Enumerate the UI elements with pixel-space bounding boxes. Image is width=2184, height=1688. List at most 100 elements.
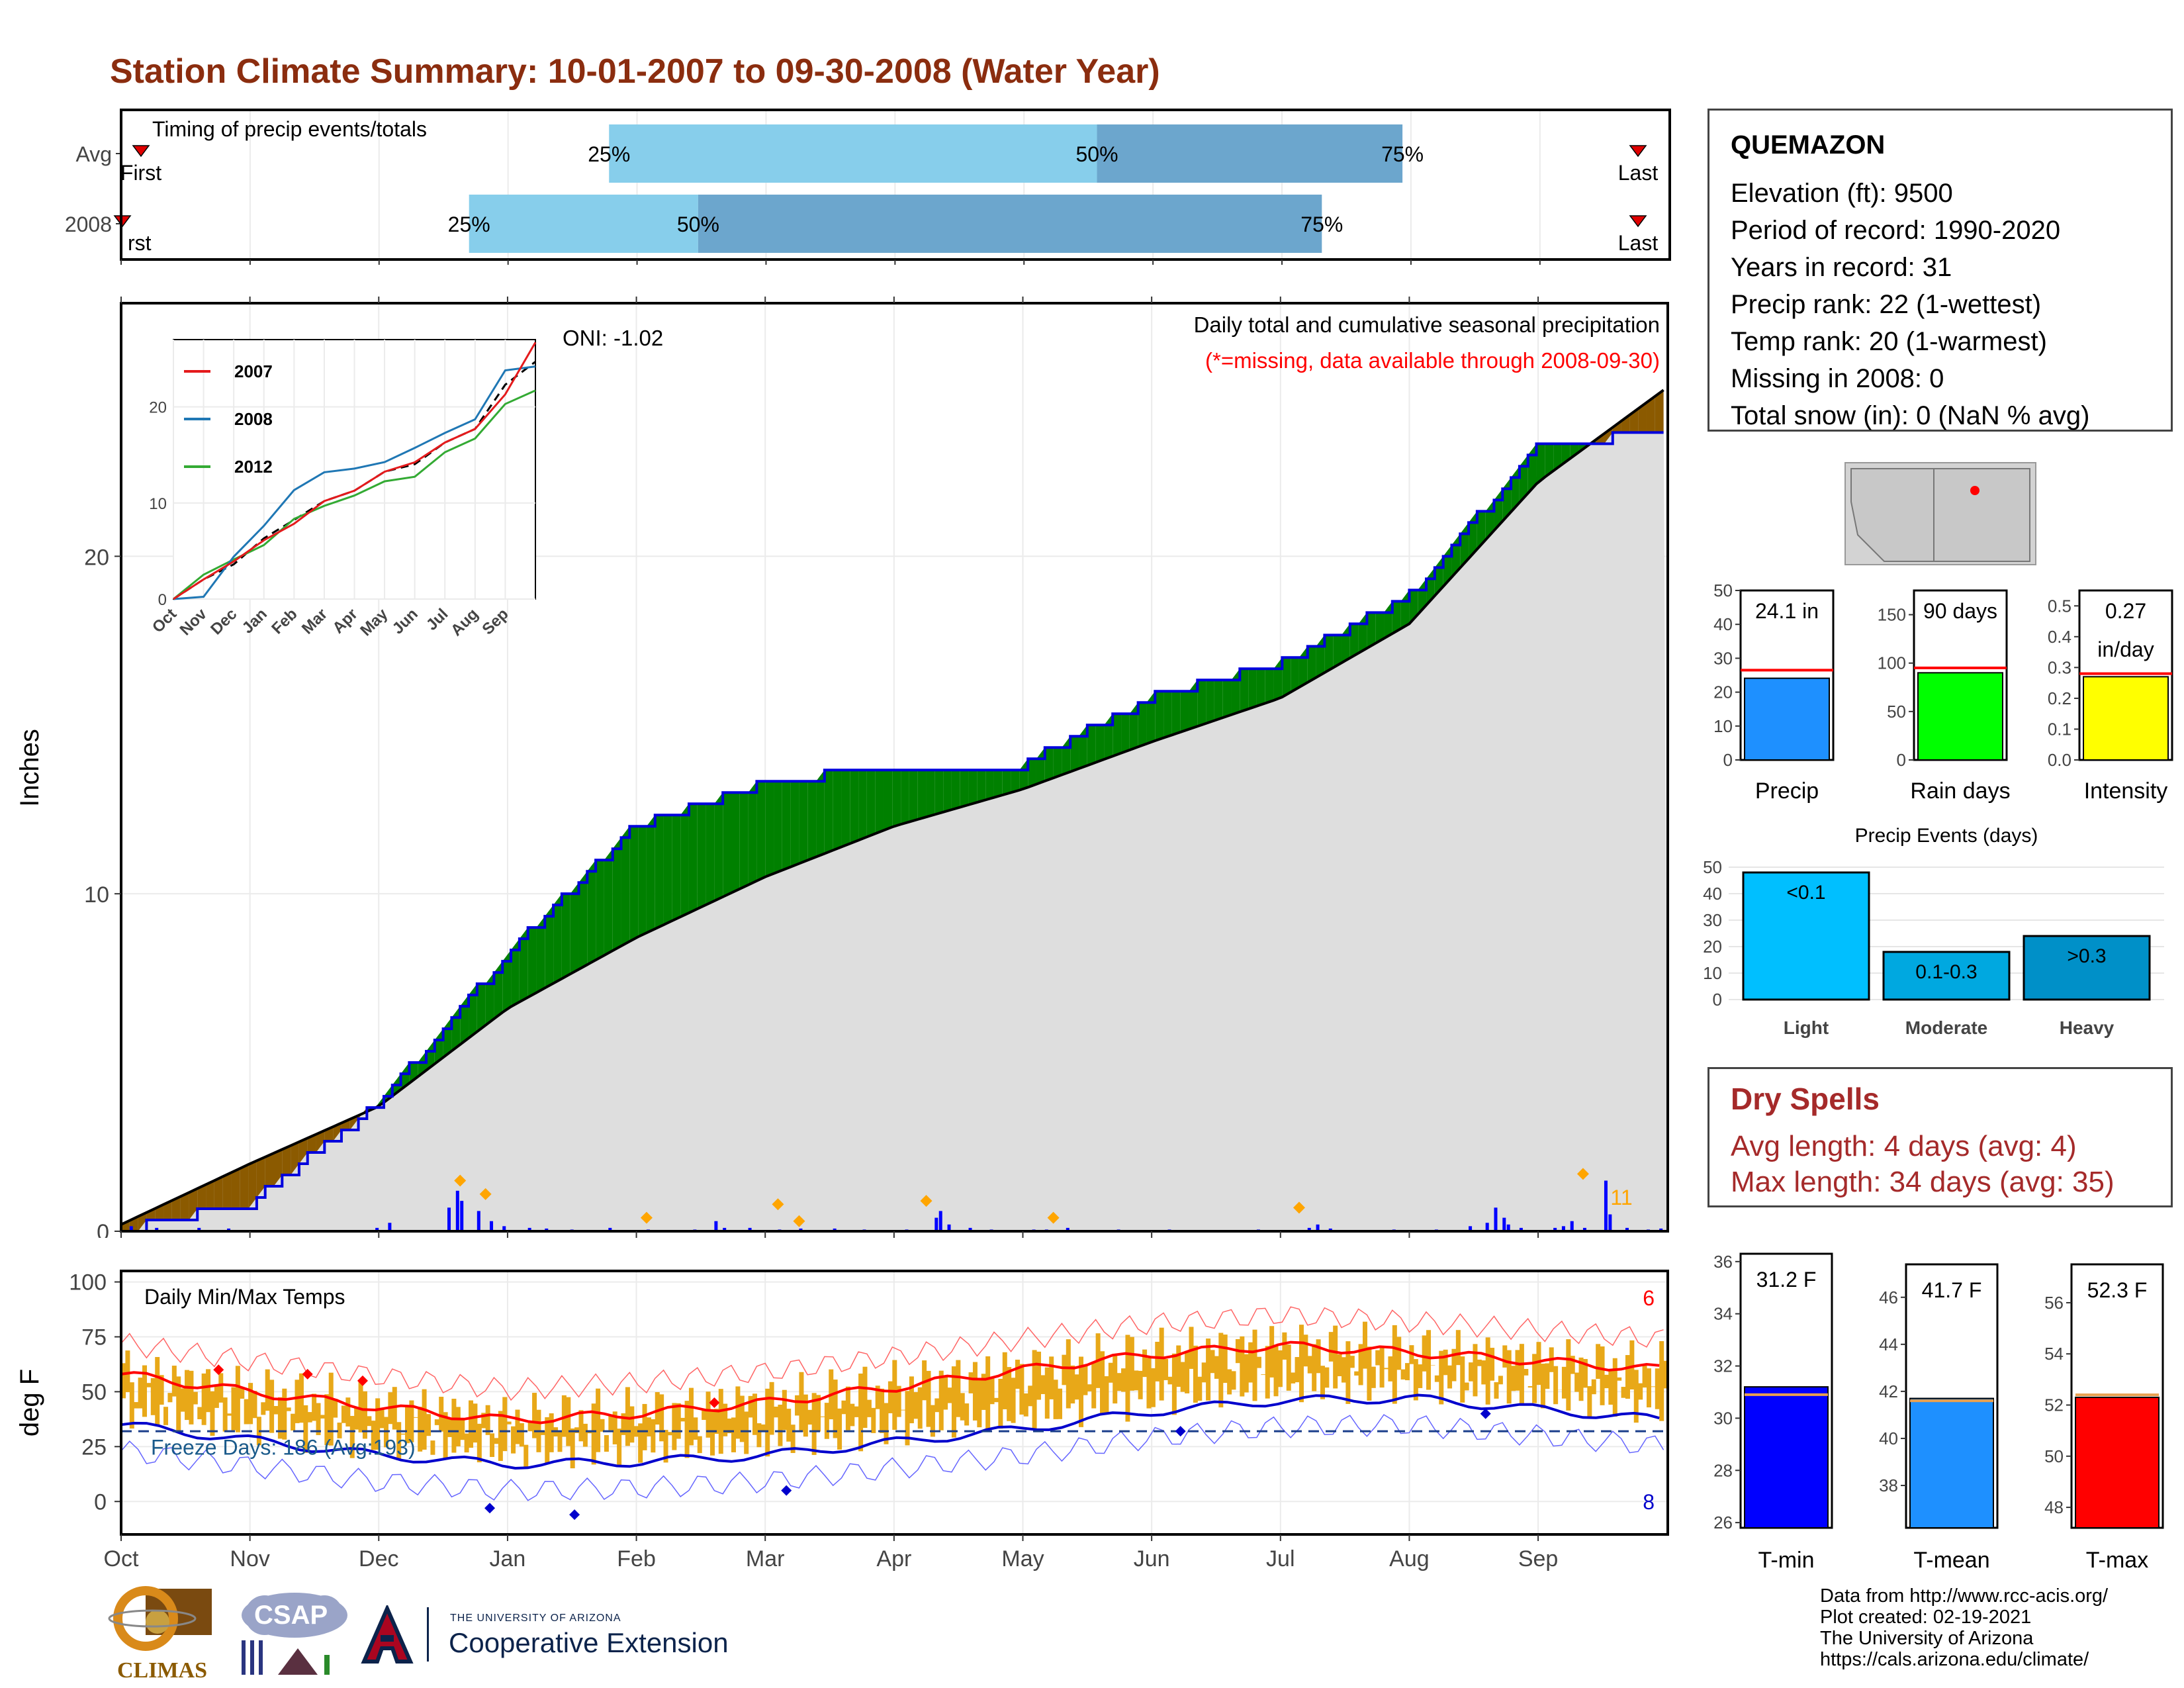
daily-temp-bar bbox=[718, 1389, 723, 1454]
daily-temp-bar bbox=[1460, 1356, 1465, 1403]
daily-temp-bar bbox=[977, 1380, 982, 1428]
temp-category-label: T-min bbox=[1758, 1548, 1815, 1573]
difference-fill bbox=[723, 792, 731, 897]
daily-temp-bar bbox=[841, 1400, 846, 1415]
daily-temp-bar bbox=[125, 1350, 130, 1393]
daily-temp-bar bbox=[1511, 1366, 1516, 1391]
daily-temp-bar bbox=[913, 1392, 919, 1419]
y-tick-label: 20 bbox=[84, 545, 109, 570]
daily-temp-bar bbox=[1413, 1359, 1418, 1401]
difference-fill bbox=[477, 984, 486, 1032]
y-tick-label: 0.5 bbox=[2048, 596, 2071, 616]
daily-temp-bar bbox=[1083, 1364, 1088, 1395]
daily-temp-bar bbox=[1341, 1357, 1346, 1383]
difference-fill bbox=[1256, 669, 1265, 706]
daily-temp-bar bbox=[795, 1395, 800, 1416]
info-line: Temp rank: 20 (1-warmest) bbox=[1731, 327, 2047, 356]
difference-fill bbox=[570, 882, 579, 974]
difference-fill bbox=[604, 849, 613, 956]
daily-temp-bar bbox=[1167, 1376, 1173, 1385]
daily-temp-bar bbox=[1320, 1366, 1325, 1399]
csap-logo-text: CSAP bbox=[254, 1601, 328, 1630]
difference-fill bbox=[561, 894, 570, 979]
y-tick-label: 30 bbox=[1713, 648, 1733, 668]
daily-temp-bar bbox=[197, 1407, 203, 1419]
daily-temp-bar bbox=[833, 1380, 838, 1438]
daily-temp-bar bbox=[1485, 1337, 1490, 1405]
difference-fill bbox=[587, 860, 596, 965]
difference-fill bbox=[1545, 444, 1554, 477]
daily-temp-bar bbox=[723, 1403, 728, 1436]
daily-temp-bar bbox=[1400, 1369, 1406, 1380]
difference-fill bbox=[663, 815, 672, 925]
difference-fill bbox=[502, 950, 512, 1013]
precip-chart: 0 10 20 Inches Daily total and cumulative se… bbox=[15, 297, 1669, 1245]
difference-fill bbox=[383, 1085, 392, 1103]
chart-subtitle: Daily total and cumulative seasonal prec… bbox=[1194, 312, 1660, 337]
daily-temp-bar bbox=[938, 1370, 944, 1430]
daily-temp-bar bbox=[180, 1388, 185, 1412]
record-low-marker-icon bbox=[1480, 1408, 1491, 1419]
daily-temp-bar bbox=[142, 1365, 148, 1417]
difference-fill bbox=[993, 770, 1003, 798]
y-tick-label: 30 bbox=[1703, 910, 1722, 930]
daily-temp-bar bbox=[934, 1398, 940, 1413]
info-line: Missing in 2008: 0 bbox=[1731, 364, 1944, 393]
daily-temp-bar bbox=[121, 1363, 126, 1399]
daily-precip-bar bbox=[545, 1228, 549, 1231]
daily-temp-bar bbox=[434, 1419, 439, 1425]
y-tick-label: 52 bbox=[2044, 1395, 2064, 1415]
summary-bar bbox=[2083, 676, 2169, 761]
daily-temp-bar bbox=[1197, 1376, 1203, 1401]
y-tick-label: 0.4 bbox=[2048, 627, 2071, 647]
daily-precip-bar bbox=[447, 1207, 451, 1231]
inset-chart: 01020200720082012OctNovDecJanFebMarAprMa… bbox=[149, 339, 537, 639]
daily-temp-bar bbox=[1307, 1356, 1312, 1374]
daily-temp-bar bbox=[447, 1418, 453, 1437]
daily-temp-bar bbox=[578, 1410, 584, 1442]
inset-line-2008 bbox=[173, 365, 536, 600]
event-category-label: Heavy bbox=[2060, 1017, 2115, 1038]
daily-temp-bar bbox=[1490, 1348, 1495, 1381]
daily-temp-bar bbox=[1354, 1371, 1359, 1376]
month-label: Oct bbox=[104, 1546, 139, 1571]
daily-temp-bar bbox=[705, 1391, 711, 1438]
quartile-label: 50% bbox=[677, 212, 719, 236]
quartile-bar-50-75 bbox=[1097, 124, 1403, 183]
daily-precip-bar bbox=[1502, 1217, 1506, 1231]
y-tick-label: 0.3 bbox=[2048, 657, 2071, 677]
temp-panel: 0 25 50 75 100 Daily Min/Max Temps Freeze Days… bbox=[0, 1258, 1681, 1575]
daily-precip-bar bbox=[197, 1227, 201, 1231]
daily-temp-bar bbox=[1434, 1375, 1439, 1382]
daily-temp-bar bbox=[1298, 1325, 1304, 1403]
daily-temp-bar bbox=[1349, 1356, 1355, 1368]
daily-temp-bar bbox=[646, 1417, 651, 1436]
daily-temp-bar bbox=[1629, 1340, 1635, 1389]
month-label: Feb bbox=[617, 1546, 656, 1571]
event-marker-icon bbox=[1576, 1168, 1589, 1180]
daily-temp-bar bbox=[515, 1409, 520, 1444]
daily-temp-bar bbox=[1240, 1336, 1245, 1397]
daily-precip-bar bbox=[1570, 1221, 1574, 1231]
difference-fill bbox=[1536, 444, 1545, 485]
daily-precip-bar bbox=[1659, 1228, 1663, 1231]
page-title: Station Climate Summary: 10-01-2007 to 0… bbox=[110, 52, 1160, 91]
difference-fill bbox=[917, 770, 927, 820]
y-tick-label: 40 bbox=[1713, 614, 1733, 634]
daily-temp-bar bbox=[1477, 1359, 1482, 1366]
temp-summary-bar bbox=[1909, 1397, 1994, 1528]
difference-fill bbox=[282, 1145, 291, 1176]
daily-temp-bar bbox=[1273, 1345, 1279, 1397]
daily-temp-bar bbox=[1422, 1335, 1427, 1372]
daily-temp-bar bbox=[494, 1438, 499, 1444]
daily-temp-bar bbox=[1058, 1388, 1063, 1419]
daily-temp-bar bbox=[150, 1378, 156, 1415]
y-tick-label: 0 bbox=[1897, 750, 1906, 770]
daily-temp-bar bbox=[871, 1407, 876, 1433]
y-tick-label: 50 bbox=[81, 1380, 107, 1405]
daily-temp-bar bbox=[248, 1383, 253, 1425]
difference-fill bbox=[180, 1192, 189, 1221]
daily-temp-bar bbox=[1002, 1352, 1007, 1409]
difference-fill bbox=[960, 770, 969, 808]
difference-fill bbox=[774, 781, 782, 874]
